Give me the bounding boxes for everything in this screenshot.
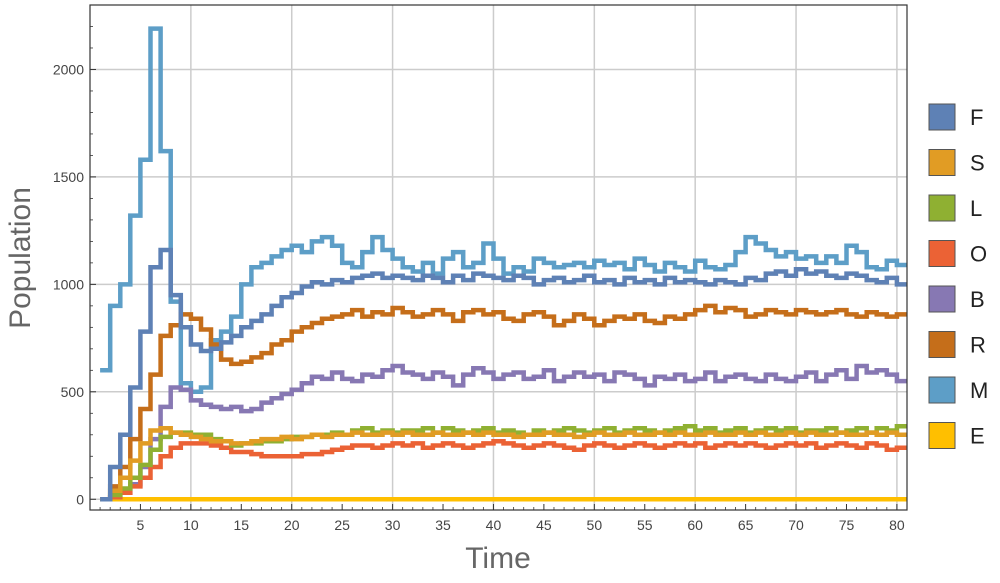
legend-swatch xyxy=(928,149,956,176)
x-tick-label: 5 xyxy=(137,517,145,533)
legend-label: M xyxy=(970,378,988,403)
legend-swatch xyxy=(928,240,956,267)
legend-swatch xyxy=(928,103,956,131)
legend-swatch xyxy=(928,331,956,358)
x-tick-label: 60 xyxy=(687,517,703,533)
x-axis-title: Time xyxy=(465,542,531,575)
legend-swatch xyxy=(928,422,956,449)
legend-label: S xyxy=(970,151,985,176)
legend-item-L: L xyxy=(928,194,982,222)
x-tick-label: 20 xyxy=(284,517,300,533)
x-tick-label: 70 xyxy=(788,517,804,533)
x-tick-label: 25 xyxy=(334,517,350,533)
legend-swatch xyxy=(928,194,956,222)
legend-item-R: R xyxy=(928,331,986,358)
legend-item-B: B xyxy=(928,285,985,313)
x-tick-label: 35 xyxy=(435,517,451,533)
series-line-F xyxy=(100,247,907,502)
x-tick-label: 80 xyxy=(889,517,905,533)
legend-label: B xyxy=(970,287,985,312)
y-tick-label: 1500 xyxy=(53,169,84,185)
x-tick-label: 45 xyxy=(536,517,552,533)
x-tick-label: 15 xyxy=(234,517,250,533)
legend-label: F xyxy=(970,105,983,130)
series-line-S xyxy=(100,426,907,502)
series-line-O xyxy=(100,438,907,502)
legend-label: O xyxy=(970,242,987,267)
plot-frame xyxy=(89,4,908,511)
series-lines xyxy=(100,26,907,502)
x-tick-label: 50 xyxy=(587,517,603,533)
legend-item-E: E xyxy=(928,422,985,449)
axis-ticks: 5 10 15 20 25 30 35 40 45 50 55 60 65 70 75 80 0 500 1000 1… xyxy=(53,26,905,533)
legend-item-F: F xyxy=(928,103,983,131)
series-line-M xyxy=(100,26,907,395)
series-line-R xyxy=(100,303,907,502)
legend-swatch xyxy=(928,376,956,404)
x-tick-label: 55 xyxy=(637,517,653,533)
legend-swatch xyxy=(928,285,956,313)
legend-label: E xyxy=(970,424,985,449)
x-tick-label: 30 xyxy=(385,517,401,533)
y-tick-label: 0 xyxy=(76,491,84,507)
x-tick-label: 40 xyxy=(486,517,502,533)
y-axis-title: Population xyxy=(4,187,37,329)
legend-item-M: M xyxy=(928,376,988,404)
legend-item-S: S xyxy=(928,149,985,176)
y-tick-label: 2000 xyxy=(53,61,84,77)
legend-item-O: O xyxy=(928,240,987,267)
legend-label: L xyxy=(970,196,982,221)
x-tick-label: 65 xyxy=(738,517,754,533)
legend-label: R xyxy=(970,333,986,358)
y-tick-label: 500 xyxy=(61,384,85,400)
x-tick-label: 75 xyxy=(839,517,855,533)
y-tick-label: 1000 xyxy=(53,276,84,292)
series-line-B xyxy=(100,363,907,502)
x-tick-label: 10 xyxy=(183,517,199,533)
